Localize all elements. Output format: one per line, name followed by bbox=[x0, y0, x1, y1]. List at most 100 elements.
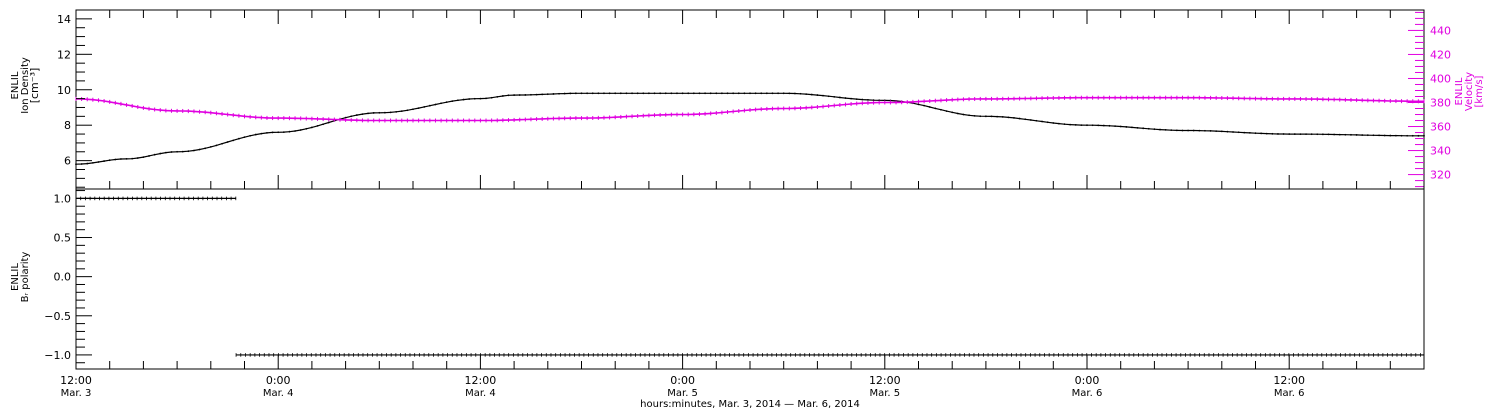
density-point bbox=[1136, 126, 1139, 129]
density-point bbox=[1102, 124, 1105, 127]
density-point bbox=[1350, 133, 1352, 136]
density-point bbox=[631, 92, 633, 95]
density-point bbox=[148, 155, 150, 157]
density-point bbox=[384, 111, 386, 114]
density-point bbox=[541, 93, 544, 96]
density-point bbox=[221, 142, 223, 145]
density-point bbox=[799, 92, 802, 95]
density-axis-title: Ion Density bbox=[20, 57, 31, 114]
density-point bbox=[260, 132, 263, 135]
density-point bbox=[1406, 134, 1409, 137]
density-point bbox=[1389, 134, 1392, 137]
density-point bbox=[1001, 116, 1004, 118]
density-point bbox=[271, 131, 274, 134]
density-point bbox=[367, 112, 369, 115]
density-point bbox=[580, 92, 583, 95]
density-point bbox=[1018, 117, 1021, 120]
x-tick-time-label: 12:00 bbox=[60, 374, 92, 387]
density-point bbox=[788, 92, 791, 95]
density-point bbox=[91, 161, 94, 164]
velocity-tick-label: 400 bbox=[1430, 72, 1451, 85]
density-point bbox=[305, 127, 308, 130]
density-point bbox=[417, 107, 420, 110]
density-point bbox=[1395, 134, 1397, 137]
density-point bbox=[451, 100, 454, 103]
density-point bbox=[524, 94, 527, 96]
density-point bbox=[428, 104, 431, 107]
velocity-tick-label: 340 bbox=[1430, 145, 1451, 158]
density-point bbox=[277, 131, 280, 134]
chart-axes bbox=[75, 9, 1425, 369]
density-point bbox=[681, 92, 684, 95]
density-point bbox=[299, 129, 302, 131]
density-point bbox=[350, 115, 353, 118]
density-point bbox=[1215, 130, 1218, 133]
density-point bbox=[1125, 126, 1128, 128]
density-point bbox=[311, 126, 313, 129]
density-point bbox=[243, 136, 246, 139]
density-point bbox=[434, 103, 437, 106]
density-point bbox=[361, 113, 364, 115]
velocity-tick-label: 420 bbox=[1430, 48, 1451, 61]
density-point bbox=[1007, 116, 1010, 119]
density-point bbox=[794, 92, 796, 95]
density-point bbox=[1086, 124, 1088, 127]
density-point bbox=[468, 98, 471, 100]
density-point bbox=[1260, 132, 1263, 135]
density-point bbox=[1243, 131, 1246, 134]
density-point bbox=[1338, 133, 1341, 136]
density-point bbox=[406, 109, 409, 112]
density-point bbox=[176, 150, 179, 153]
density-point bbox=[608, 92, 611, 95]
density-point bbox=[676, 92, 678, 95]
density-point bbox=[1333, 133, 1336, 136]
density-point bbox=[249, 134, 252, 137]
density-point bbox=[462, 98, 465, 101]
density-point bbox=[850, 97, 852, 100]
density-point bbox=[400, 110, 403, 113]
density-point bbox=[1417, 134, 1420, 137]
density-point bbox=[164, 151, 167, 154]
density-point bbox=[1299, 133, 1302, 135]
density-point bbox=[597, 92, 600, 95]
density-point bbox=[810, 93, 813, 96]
density-point bbox=[1175, 129, 1178, 132]
density-point bbox=[1288, 133, 1291, 135]
density-point bbox=[653, 92, 656, 95]
density-point bbox=[1119, 125, 1122, 128]
density-point bbox=[1091, 124, 1094, 127]
velocity-axis-title: ENLIL bbox=[1454, 77, 1465, 105]
density-point bbox=[1383, 134, 1386, 137]
velocity-tick-label: 360 bbox=[1430, 121, 1451, 134]
x-axis-title: hours:minutes, Mar. 3, 2014 — Mar. 6, 20… bbox=[640, 399, 860, 410]
density-point bbox=[501, 95, 504, 97]
density-point bbox=[1226, 130, 1229, 133]
density-point bbox=[479, 97, 482, 100]
density-point bbox=[142, 156, 145, 158]
density-point bbox=[507, 94, 510, 97]
density-point bbox=[1372, 134, 1375, 137]
density-point bbox=[103, 160, 105, 162]
density-point bbox=[1164, 128, 1167, 131]
density-point bbox=[1277, 133, 1279, 135]
density-point bbox=[1361, 134, 1364, 136]
density-point bbox=[726, 92, 729, 95]
x-tick-time-label: 0:00 bbox=[670, 374, 695, 387]
density-point bbox=[513, 94, 515, 96]
density-point bbox=[715, 92, 718, 95]
density-point bbox=[1271, 132, 1274, 135]
density-point bbox=[288, 130, 291, 133]
density-point bbox=[1282, 133, 1285, 135]
density-point bbox=[552, 93, 555, 95]
density-point bbox=[1046, 121, 1049, 124]
polarity-tick-label: −0.5 bbox=[44, 310, 71, 323]
density-point bbox=[294, 130, 296, 132]
chart-marks bbox=[75, 92, 1425, 357]
density-point bbox=[754, 92, 757, 95]
density-point bbox=[1344, 133, 1347, 136]
density-point bbox=[389, 111, 392, 114]
density-point bbox=[563, 92, 566, 95]
density-point bbox=[816, 94, 819, 96]
density-axis-title: [cm⁻³] bbox=[28, 68, 41, 104]
